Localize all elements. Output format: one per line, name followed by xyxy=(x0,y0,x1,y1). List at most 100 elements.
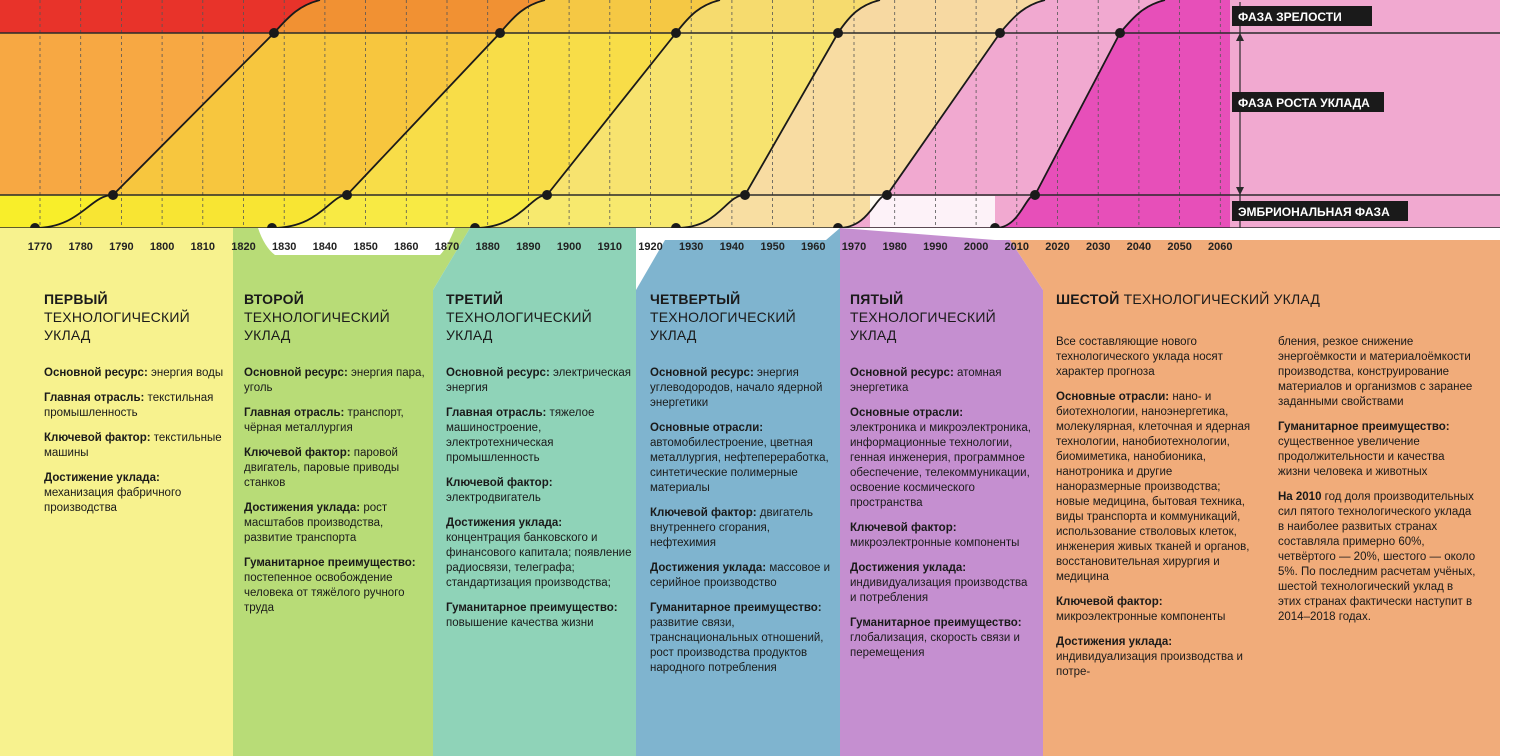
mode-3-key-factor: Ключевой фактор: электродвигатель xyxy=(446,477,553,504)
mode-3-achievement: Достижения уклада: концентрация банковск… xyxy=(446,517,632,589)
mode-5-subtitle: ТЕХНОЛОГИЧЕСКИЙ xyxy=(850,309,996,325)
panel-1-bg xyxy=(0,228,233,756)
year-label-2050: 2050 xyxy=(1167,241,1191,253)
mode-2-heading: ВТОРОЙ ТЕХНОЛОГИЧЕСКИЙ УКЛАД xyxy=(244,290,429,344)
year-label-2000: 2000 xyxy=(964,241,988,253)
mode-6-achievement-cont: бления, резкое снижение энергоёмкости и … xyxy=(1278,336,1473,408)
mode-2-subtitle-2: УКЛАД xyxy=(244,327,291,343)
mode2-maturity-point xyxy=(495,28,505,38)
year-label-1970: 1970 xyxy=(842,241,866,253)
mode4-maturity-point xyxy=(833,28,843,38)
mode-4-subtitle-2: УКЛАД xyxy=(650,327,697,343)
panel-4-bg xyxy=(636,228,840,756)
year-label-1850: 1850 xyxy=(353,241,377,253)
embryonic-label-bg xyxy=(1232,201,1408,221)
mode-3-subtitle: ТЕХНОЛОГИЧЕСКИЙ xyxy=(446,309,592,325)
mode-1-industry: Главная отрасль: текстильная промышленно… xyxy=(44,392,214,419)
arrow-head-up xyxy=(1236,33,1244,41)
mode-3-subtitle-2: УКЛАД xyxy=(446,327,493,343)
year-tick-labels: 1770 1780 1790 1800 1810 1820 1830 1840 1850 1860… xyxy=(28,241,1233,253)
mode-2-panel: ВТОРОЙ ТЕХНОЛОГИЧЕСКИЙ УКЛАД Основной ре… xyxy=(244,290,429,616)
year-label-2060: 2060 xyxy=(1208,241,1232,253)
mode-6-heading: ШЕСТОЙ ТЕХНОЛОГИЧЕСКИЙ УКЛАД xyxy=(1056,290,1476,308)
mode-3-resource: Основной ресурс: электрическая энергия xyxy=(446,367,631,394)
mode-6-heading-row: ШЕСТОЙ ТЕХНОЛОГИЧЕСКИЙ УКЛАД xyxy=(1056,290,1476,308)
mode-5-resource: Основной ресурс: атомная энергетика xyxy=(850,367,1002,394)
mode5-growth-point xyxy=(882,190,892,200)
mode-1-key-factor: Ключевой фактор: текстильные машины xyxy=(44,432,222,459)
maturity-label: ФАЗА ЗРЕЛОСТИ xyxy=(1238,10,1342,24)
mode-1-heading: ПЕРВЫЙ ТЕХНОЛОГИЧЕСКИЙ УКЛАД xyxy=(44,290,226,344)
mode-4-panel: ЧЕТВЕРТЫЙ ТЕХНОЛОГИЧЕСКИЙ УКЛАД Основной… xyxy=(650,290,832,676)
mode-6-share-note: На 2010 год доля производительных сил пя… xyxy=(1278,491,1476,623)
mode-6-panel-left: Все составляющие нового технологического… xyxy=(1056,335,1256,680)
mode-3-title: ТРЕТИЙ xyxy=(446,291,504,307)
mode-5-humanitarian: Гуманитарное преимущество: глобализация,… xyxy=(850,617,1022,659)
mode-2-subtitle: ТЕХНОЛОГИЧЕСКИЙ xyxy=(244,309,390,325)
mode-3-panel: ТРЕТИЙ ТЕХНОЛОГИЧЕСКИЙ УКЛАД Основной ре… xyxy=(446,290,632,631)
mode-4-subtitle: ТЕХНОЛОГИЧЕСКИЙ xyxy=(650,309,796,325)
mode3-growth-point xyxy=(542,190,552,200)
year-label-1840: 1840 xyxy=(313,241,337,253)
mode-5-panel: ПЯТЫЙ ТЕХНОЛОГИЧЕСКИЙ УКЛАД Основной рес… xyxy=(850,290,1032,661)
year-gridlines xyxy=(39,0,1221,228)
mode-2-achievement: Достижения уклада: рост масштабов произв… xyxy=(244,502,388,544)
mode1-growth-point xyxy=(108,190,118,200)
mode-1-achievement: Достижение уклада: механизация фабричног… xyxy=(44,472,182,514)
year-label-1880: 1880 xyxy=(475,241,499,253)
year-label-1830: 1830 xyxy=(272,241,296,253)
mode-6-panel-right: бления, резкое снижение энергоёмкости и … xyxy=(1278,335,1478,625)
maturity-label-bg xyxy=(1232,6,1372,26)
year-label-1990: 1990 xyxy=(923,241,947,253)
panel-2-bg xyxy=(233,228,470,756)
mode4-growth-point xyxy=(740,190,750,200)
year-label-1980: 1980 xyxy=(882,241,906,253)
mode-5-subtitle-2: УКЛАД xyxy=(850,327,897,343)
mode-5-key-factor: Ключевой фактор: микроэлектронные компон… xyxy=(850,522,1020,549)
year-label-1930: 1930 xyxy=(679,241,703,253)
mode-1-panel: ПЕРВЫЙ ТЕХНОЛОГИЧЕСКИЙ УКЛАД Основной ре… xyxy=(44,290,226,516)
mode-3-humanitarian: Гуманитарное преимущество: повышение кач… xyxy=(446,602,618,629)
mode-6-intro: Все составляющие нового технологического… xyxy=(1056,336,1223,378)
year-label-1960: 1960 xyxy=(801,241,825,253)
growth-label-bg xyxy=(1232,92,1384,112)
year-label-2030: 2030 xyxy=(1086,241,1110,253)
year-label-1910: 1910 xyxy=(598,241,622,253)
mode-6-title: ШЕСТОЙ xyxy=(1056,291,1120,307)
mode-6-subtitle: ТЕХНОЛОГИЧЕСКИЙ УКЛАД xyxy=(1119,291,1321,307)
mode-4-key-factor: Ключевой фактор: двигатель внутреннего с… xyxy=(650,507,813,549)
mode-5-title: ПЯТЫЙ xyxy=(850,291,904,307)
mode-5-heading: ПЯТЫЙ ТЕХНОЛОГИЧЕСКИЙ УКЛАД xyxy=(850,290,1032,344)
mode3-maturity-point xyxy=(671,28,681,38)
mode6-growth-point xyxy=(1030,190,1040,200)
mode-6-achievement: Достижения уклада: индивидуализация прои… xyxy=(1056,636,1243,678)
mode-1-subtitle-2: УКЛАД xyxy=(44,327,91,343)
mode-2-industry: Главная отрасль: транспорт, чёрная метал… xyxy=(244,407,404,434)
mode-4-humanitarian: Гуманитарное преимущество: развитие связ… xyxy=(650,602,824,674)
mode-4-title: ЧЕТВЕРТЫЙ xyxy=(650,291,741,307)
arrow-head-down xyxy=(1236,187,1244,195)
panel-5-bg xyxy=(840,228,1043,756)
mode-1-resource: Основной ресурс: энергия воды xyxy=(44,367,224,379)
year-label-1950: 1950 xyxy=(760,241,784,253)
year-label-1900: 1900 xyxy=(557,241,581,253)
mode-3-heading: ТРЕТИЙ ТЕХНОЛОГИЧЕСКИЙ УКЛАД xyxy=(446,290,632,344)
mode-4-heading: ЧЕТВЕРТЫЙ ТЕХНОЛОГИЧЕСКИЙ УКЛАД xyxy=(650,290,832,344)
year-label-1800: 1800 xyxy=(150,241,174,253)
growth-label: ФАЗА РОСТА УКЛАДА xyxy=(1238,96,1370,110)
year-label-1870: 1870 xyxy=(435,241,459,253)
year-label-1890: 1890 xyxy=(516,241,540,253)
mode-2-title: ВТОРОЙ xyxy=(244,291,304,307)
mode-1-subtitle: ТЕХНОЛОГИЧЕСКИЙ xyxy=(44,309,190,325)
year-label-1860: 1860 xyxy=(394,241,418,253)
mode-4-industry: Основные отрасли: автомобилестроение, цв… xyxy=(650,422,829,494)
year-label-1780: 1780 xyxy=(68,241,92,253)
panel-6-bg xyxy=(1010,240,1500,756)
mode-6-key-factor: Ключевой фактор: микроэлектронные компон… xyxy=(1056,596,1226,623)
mode1-maturity-point xyxy=(269,28,279,38)
panel-3-bg xyxy=(433,228,636,756)
year-label-1820: 1820 xyxy=(231,241,255,253)
mode2-growth-point xyxy=(342,190,352,200)
white-embryonic-gap xyxy=(870,196,995,227)
mode-2-humanitarian: Гуманитарное преимущество: постепенное о… xyxy=(244,557,416,614)
